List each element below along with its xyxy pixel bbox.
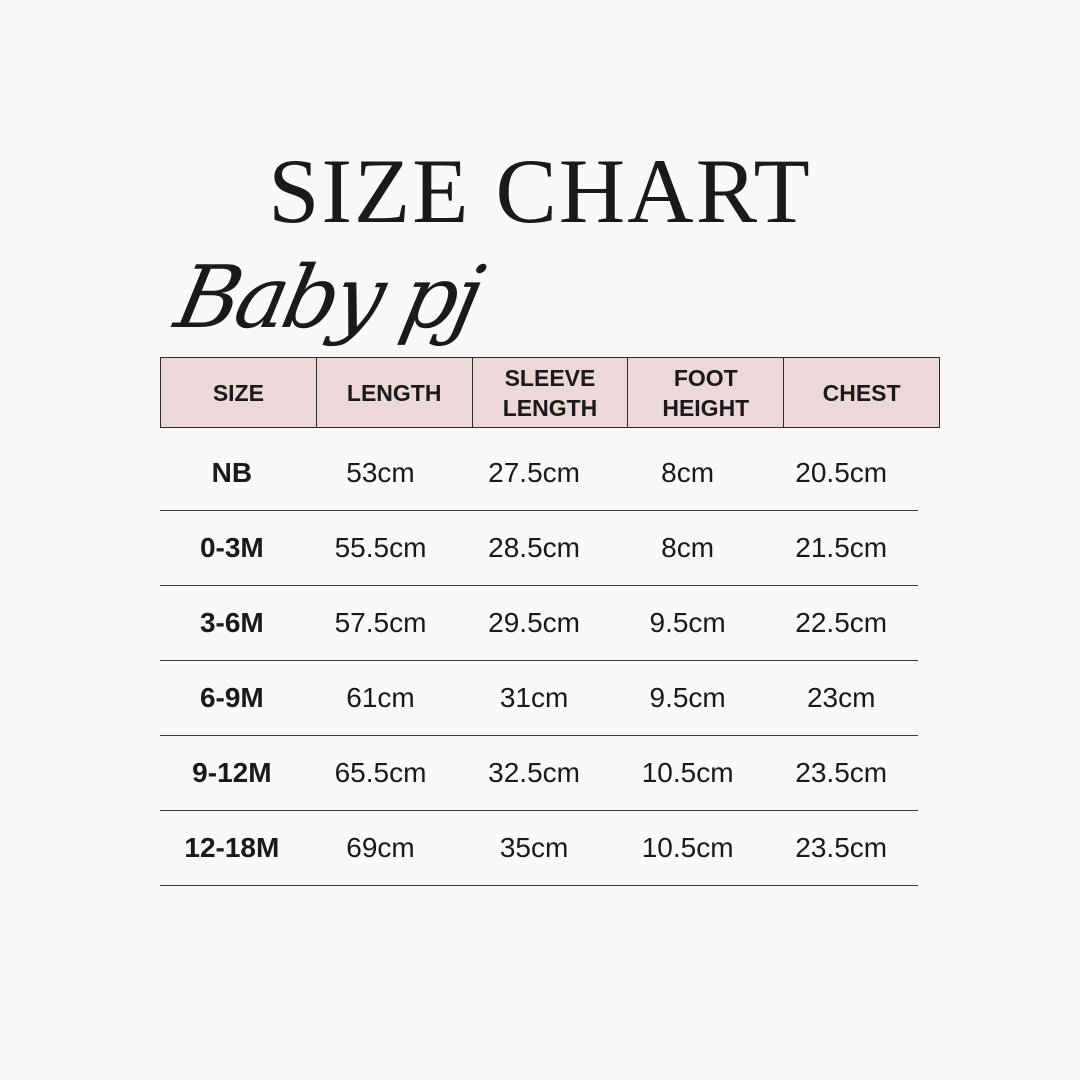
size-label: NB (211, 457, 253, 488)
table-cell: 8cm (661, 532, 715, 563)
table-cell: 32.5cm (488, 757, 580, 788)
table-cell: 21.5cm (795, 532, 888, 563)
size-label: 12-18M (184, 832, 280, 863)
table-cell: 9.5cm (649, 607, 726, 638)
column-header: FOOT HEIGHT (628, 358, 785, 427)
column-header: CHEST (822, 379, 901, 406)
table-cell: 9.5cm (649, 682, 726, 713)
size-table: NB 53cm 27.5cm 8cm 20.5cm 0-3M 55.5cm 28.5cm 8cm… (160, 436, 918, 886)
table-cell: 27.5cm (488, 457, 580, 488)
table-cell: 65.5cm (334, 757, 427, 788)
table-row: 0-3M 55.5cm 28.5cm 8cm 21.5cm (160, 511, 918, 586)
table-row: NB 53cm 27.5cm 8cm 20.5cm (160, 436, 918, 511)
table-cell: 23cm (806, 682, 876, 713)
table-cell: 23.5cm (795, 757, 888, 788)
page-title: SIZE CHART (268, 140, 812, 242)
table-cell: 20.5cm (795, 457, 888, 488)
table-cell: 28.5cm (488, 532, 580, 563)
size-label: 6-9M (199, 682, 264, 713)
column-header: SLEEVE LENGTH (473, 358, 629, 427)
column-header: SIZE (161, 358, 317, 427)
table-cell: 55.5cm (334, 532, 427, 563)
table-row: 3-6M 57.5cm 29.5cm 9.5cm 22.5cm (160, 586, 918, 661)
table-cell: 10.5cm (641, 757, 734, 788)
table-cell: 22.5cm (795, 607, 888, 638)
table-row: 9-12M 65.5cm 32.5cm 10.5cm 23.5cm (160, 736, 918, 811)
table-row: 6-9M 61cm 31cm 9.5cm 23cm (160, 661, 918, 736)
size-label: 9-12M (192, 757, 272, 788)
table-cell: 69cm (346, 832, 415, 863)
table-cell: 10.5cm (641, 832, 734, 863)
table-cell: 31cm (499, 682, 569, 713)
size-label: 0-3M (199, 532, 264, 563)
table-cell: 53cm (346, 457, 415, 488)
table-cell: 61cm (346, 682, 415, 713)
table-row: 12-18M 69cm 35cm 10.5cm 23.5cm (160, 811, 918, 886)
size-label: 3-6M (199, 607, 264, 638)
table-cell: 23.5cm (795, 832, 888, 863)
table-cell: 35cm (499, 832, 569, 863)
table-cell: 29.5cm (488, 607, 580, 638)
table-cell: 57.5cm (334, 607, 427, 638)
product-subtitle: Baby pj (167, 248, 488, 348)
column-header: LENGTH (317, 358, 473, 427)
table-cell: 8cm (661, 457, 715, 488)
table-header: SIZE LENGTH SLEEVE LENGTH FOOT HEIGHT CHEST (160, 357, 940, 428)
